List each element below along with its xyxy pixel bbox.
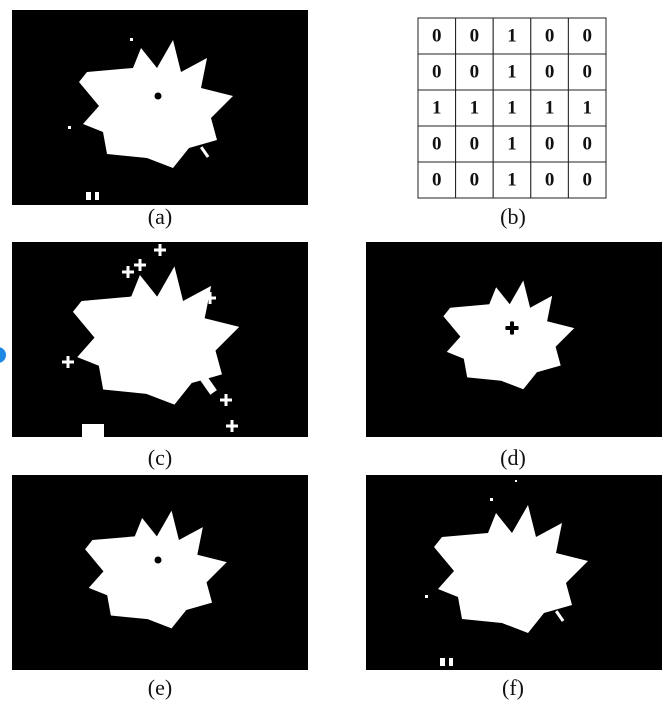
matrix-value: 0 <box>582 133 592 154</box>
matrix-value: 1 <box>582 97 592 118</box>
matrix-value: 0 <box>582 25 592 46</box>
matrix-value: 1 <box>507 133 517 154</box>
matrix-value: 1 <box>470 97 480 118</box>
matrix-value: 0 <box>432 169 442 190</box>
panel-label: (e) <box>148 675 172 700</box>
matrix-value: 0 <box>545 61 555 82</box>
matrix-value: 0 <box>470 133 480 154</box>
panel-d <box>366 242 662 437</box>
matrix-value: 0 <box>470 25 480 46</box>
matrix-value: 0 <box>432 133 442 154</box>
matrix-value: 1 <box>507 97 517 118</box>
matrix-value: 1 <box>545 97 555 118</box>
matrix-value: 0 <box>470 169 480 190</box>
panel-label: (c) <box>148 445 172 470</box>
structuring-element: 0 0 1 0 0 0 0 1 0 0 1 1 1 1 1 0 0 1 0 0 0 0 1 0 0 <box>418 18 606 198</box>
matrix-value: 0 <box>545 169 555 190</box>
matrix-value: 1 <box>507 61 517 82</box>
matrix-value: 0 <box>432 61 442 82</box>
panel-e <box>12 475 308 670</box>
panel-a <box>12 10 308 205</box>
panel-f <box>366 475 662 670</box>
panel-c <box>12 242 308 437</box>
matrix-value: 0 <box>545 133 555 154</box>
matrix-value: 1 <box>432 97 442 118</box>
matrix-value: 0 <box>582 61 592 82</box>
panel-label: (f) <box>502 675 524 700</box>
matrix-value: 0 <box>545 25 555 46</box>
matrix-value: 1 <box>507 25 517 46</box>
panel-label: (b) <box>500 204 526 229</box>
matrix-value: 0 <box>582 169 592 190</box>
figure: (a) 0 0 1 0 0 0 0 1 0 0 1 1 1 1 1 0 0 1 0 0 0 0 1 0 0 (b) (c) (d… <box>0 0 666 704</box>
panel-label: (d) <box>500 445 526 470</box>
matrix-value: 1 <box>507 169 517 190</box>
matrix-value: 0 <box>432 25 442 46</box>
side-marker <box>0 347 6 363</box>
panel-label: (a) <box>148 204 172 229</box>
matrix-value: 0 <box>470 61 480 82</box>
